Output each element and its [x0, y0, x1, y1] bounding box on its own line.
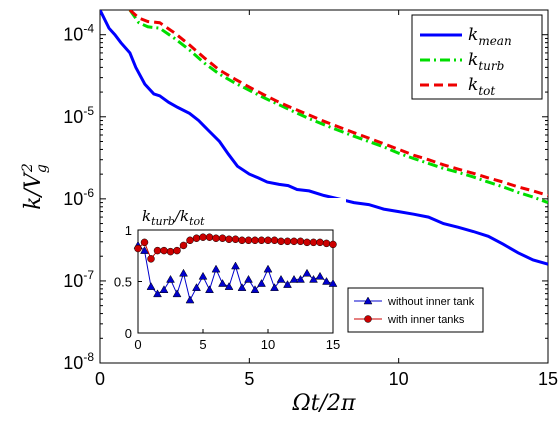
- inset-point-triangle: [185, 295, 195, 304]
- inset-point-triangle: [231, 261, 240, 270]
- inset-x-tick-label: 15: [326, 337, 340, 352]
- x-tick-label: 5: [244, 369, 254, 389]
- inset-point-circle: [225, 235, 233, 244]
- inset-point-triangle: [302, 268, 312, 277]
- inset-point-circle: [192, 234, 201, 242]
- inset-point-triangle: [296, 274, 305, 283]
- inset-point-circle: [329, 240, 337, 249]
- inset-point-circle: [238, 236, 246, 245]
- y-tick-label: 10-5: [63, 104, 94, 127]
- inset-point-circle: [179, 241, 188, 250]
- legend-label-tot: ktot: [468, 75, 495, 98]
- inset-chart: kturb/ktot 0 5 10 15 0 0.5 1 without inner tank w…: [113, 198, 484, 356]
- inset-point-circle: [296, 237, 305, 246]
- inset-point-triangle: [224, 282, 234, 290]
- inset-point-triangle: [179, 268, 188, 277]
- inset-point-circle: [153, 246, 162, 255]
- series-line-mean: [100, 10, 548, 266]
- x-tick-label: 10: [389, 369, 409, 389]
- inset-point-circle: [316, 238, 324, 247]
- inset-point-circle: [166, 247, 175, 256]
- x-tick-label: 0: [95, 369, 105, 389]
- inset-x-tick-label: 5: [199, 337, 206, 352]
- inset-point-triangle: [283, 280, 292, 288]
- y-tick-label: 10-4: [63, 22, 94, 45]
- inset-point-triangle: [250, 285, 260, 293]
- y-axis-label: k/Vg2: [20, 163, 50, 210]
- inset-point-triangle: [237, 283, 247, 291]
- y-tick-label: 10-7: [63, 268, 94, 291]
- inset-point-triangle: [315, 271, 325, 280]
- inset-point-circle: [173, 246, 181, 255]
- inset-title: kturb/ktot: [142, 207, 205, 228]
- inset-point-triangle: [205, 285, 214, 293]
- inset-point-circle: [322, 239, 331, 248]
- inset-x-tick-label: 10: [261, 337, 275, 352]
- inset-legend-label: without inner tank: [387, 296, 475, 308]
- inset-point-triangle: [172, 289, 182, 298]
- inset-y-tick-label: 0: [125, 326, 132, 341]
- inset-point-triangle: [146, 282, 156, 290]
- inset-point-circle: [270, 236, 279, 245]
- inset-point-circle: [160, 246, 168, 255]
- inset-point-triangle: [289, 274, 299, 283]
- inset-point-circle: [251, 236, 259, 245]
- inset-point-triangle: [309, 274, 318, 283]
- inset-legend-marker: [364, 315, 372, 323]
- inset-x-tick-label: 0: [134, 337, 141, 352]
- legend-label-turb: kturb: [468, 50, 504, 73]
- inset-point-triangle: [153, 289, 162, 298]
- inset-point-circle: [277, 237, 285, 246]
- y-tick-label: 10-8: [63, 350, 94, 373]
- inset-point-circle: [303, 238, 311, 247]
- x-tick-label: 15: [538, 369, 558, 389]
- y-tick-label: 10-6: [63, 186, 94, 209]
- inset-legend-marker: [363, 296, 373, 305]
- inset-point-triangle: [211, 264, 221, 273]
- inset-point-circle: [218, 234, 227, 242]
- inset-point-triangle: [218, 279, 227, 287]
- inset-point-triangle: [244, 274, 253, 283]
- inset-point-triangle: [263, 264, 273, 273]
- inset-y-tick-label: 1: [125, 223, 132, 238]
- inset-point-circle: [205, 233, 214, 241]
- inset-point-circle: [212, 234, 220, 242]
- inset-point-circle: [257, 236, 266, 245]
- inset-legend-box: [347, 287, 484, 333]
- inset-point-circle: [147, 255, 155, 263]
- inset-point-circle: [134, 244, 142, 253]
- inset-point-circle: [186, 236, 194, 245]
- inset-point-triangle: [166, 274, 175, 283]
- series-line-turb: [128, 10, 548, 205]
- inset-point-circle: [309, 238, 318, 247]
- inset-point-circle: [140, 238, 149, 247]
- inset-y-tick-label: 0.5: [114, 275, 132, 290]
- inset-point-triangle: [322, 276, 331, 285]
- inset-point-triangle: [198, 271, 208, 280]
- inset-point-triangle: [276, 274, 286, 283]
- inset-point-circle: [283, 237, 292, 246]
- inset-point-circle: [199, 233, 207, 241]
- inset-point-circle: [231, 235, 240, 244]
- inset-point-triangle: [159, 285, 169, 293]
- x-axis-label: Ωt/2π: [292, 391, 356, 416]
- legend-box: [411, 14, 543, 100]
- inset-point-circle: [264, 236, 272, 245]
- inset-point-triangle: [328, 279, 338, 287]
- legend-label-mean: kmean: [468, 25, 512, 48]
- inset-point-triangle: [192, 283, 201, 291]
- inset-legend-label: with inner tanks: [387, 314, 465, 326]
- inset-point-circle: [290, 237, 298, 246]
- inset-point-triangle: [270, 283, 279, 291]
- inset-point-triangle: [257, 279, 266, 287]
- inset-point-triangle: [140, 246, 149, 254]
- inset-point-circle: [244, 236, 253, 245]
